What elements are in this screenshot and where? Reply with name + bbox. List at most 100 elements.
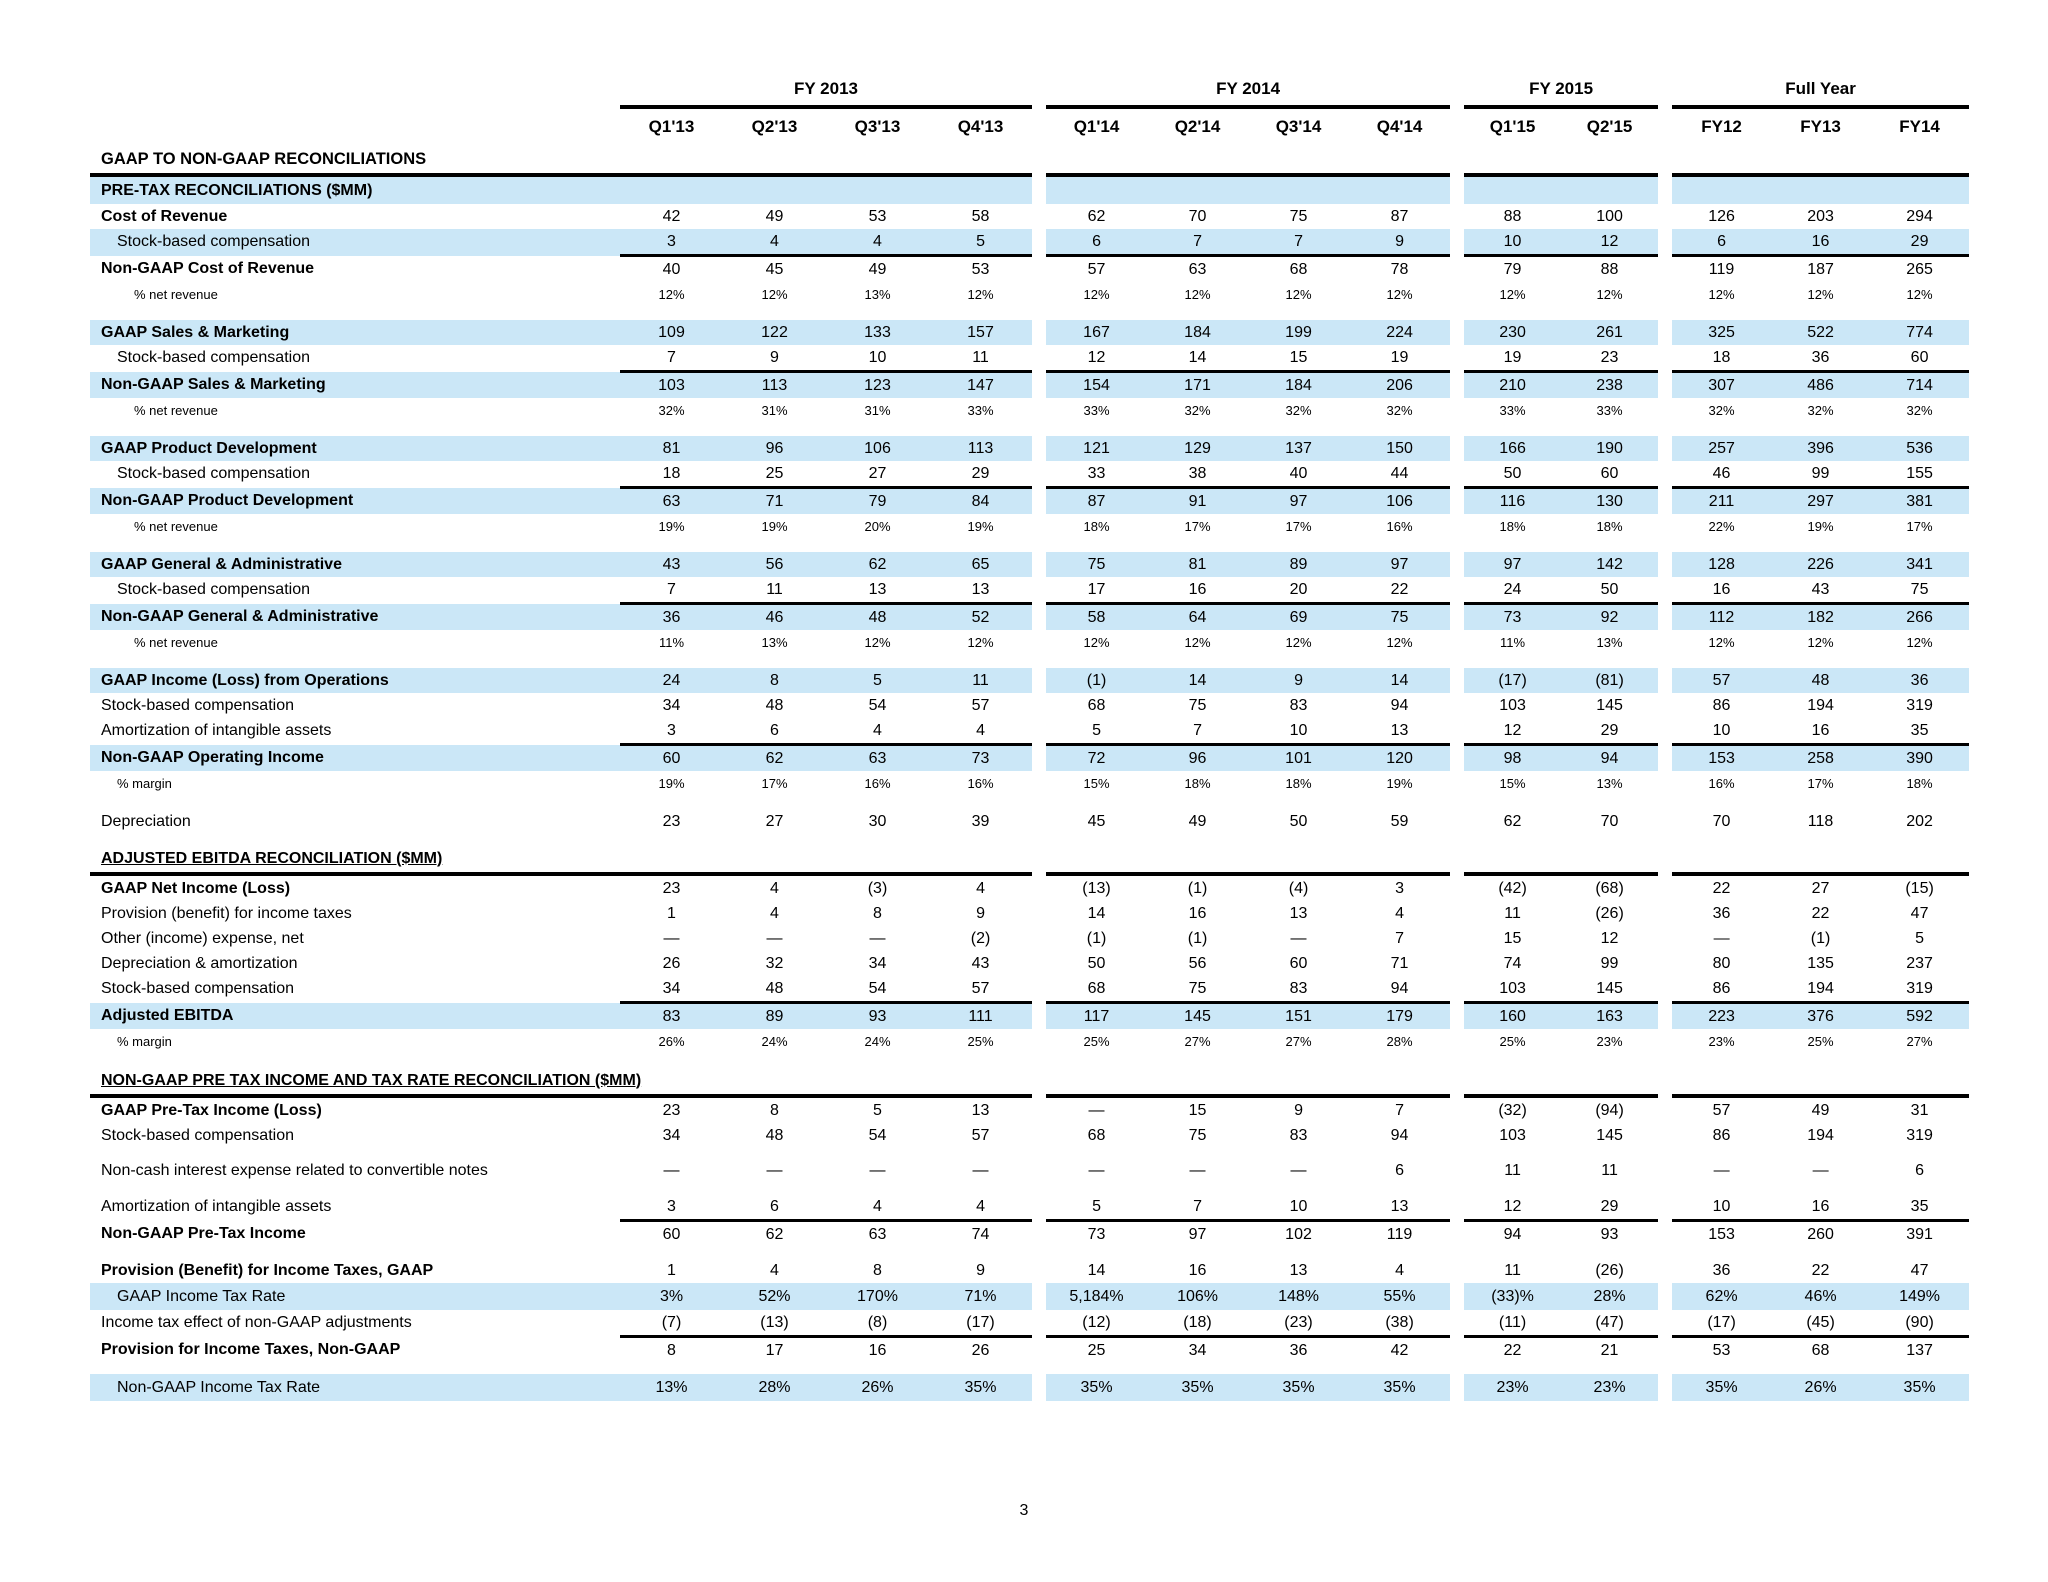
group-gap	[1450, 58, 1464, 107]
row-label: GAAP Net Income (Loss)	[90, 874, 620, 901]
data-cell: 20	[1248, 577, 1350, 605]
data-cell: 153	[1672, 744, 1772, 771]
data-cell: 27	[826, 461, 929, 489]
data-cell: 18	[1672, 345, 1772, 373]
data-cell: 29	[929, 461, 1033, 489]
data-cell: 12%	[1807, 635, 1834, 650]
data-cell: 35%	[929, 1374, 1033, 1401]
data-cell	[1870, 845, 1970, 876]
row-label: Stock-based compensation	[90, 976, 620, 1003]
data-cell: 20%	[864, 519, 891, 534]
data-cell: —	[766, 929, 783, 947]
data-cell: 13%	[761, 635, 788, 650]
row-label-text: Provision for Income Taxes, Non-GAAP	[101, 1340, 401, 1358]
data-cell	[1147, 175, 1249, 204]
data-cell: 26	[662, 954, 681, 972]
row-label-text: GAAP Income Tax Rate	[117, 1287, 286, 1305]
group-gap	[1032, 771, 1046, 796]
data-cell: 86	[1712, 696, 1731, 714]
data-cell: 69	[1248, 603, 1350, 630]
data-cell: 36	[1289, 1341, 1308, 1359]
data-cell: 307	[1672, 371, 1772, 398]
table-row: GAAP Pre-Tax Income (Loss) 23 8 5 13 — 15 9 7 (32…	[90, 1096, 1969, 1123]
data-cell: 16	[1771, 1194, 1871, 1222]
data-cell: 153	[1708, 1225, 1735, 1243]
group-gap	[1450, 668, 1464, 693]
group-gap	[1658, 436, 1672, 461]
data-cell: 8	[873, 904, 882, 922]
data-cell	[1771, 845, 1871, 876]
group-gap	[1450, 1310, 1464, 1337]
data-cell: 106%	[1147, 1283, 1249, 1310]
data-cell: 145	[1561, 976, 1659, 1004]
group-gap	[1032, 1283, 1046, 1310]
data-cell: 4	[826, 1194, 929, 1222]
data-cell: 11	[1504, 1162, 1521, 1179]
title-underline-cell	[1464, 145, 1659, 177]
data-cell: 48	[826, 603, 929, 630]
data-cell: 9	[976, 1261, 985, 1279]
data-cell: (1)	[1187, 879, 1208, 897]
group-gap	[1450, 577, 1464, 604]
data-cell: 43	[620, 552, 723, 577]
group-gap	[1658, 976, 1672, 1003]
column-header-fy12: FY12	[1701, 117, 1742, 136]
group-gap	[1032, 488, 1046, 515]
title-underline-cell	[620, 145, 1033, 177]
title-underline-cell	[1046, 145, 1451, 177]
data-cell: 163	[1561, 1002, 1659, 1029]
group-gap	[1658, 577, 1672, 604]
data-cell: 257	[1672, 436, 1772, 461]
table-row: GAAP General & Administrative 43 56 62 65 75 8…	[90, 552, 1970, 577]
data-cell: 7	[620, 577, 723, 605]
data-cell: 63	[1188, 260, 1207, 278]
group-gap	[1658, 372, 1672, 399]
data-cell: 126	[1708, 207, 1735, 225]
group-gap	[1032, 1221, 1046, 1248]
data-cell: 39	[971, 812, 990, 830]
group-gap	[1658, 552, 1672, 577]
data-cell: 4	[929, 718, 1033, 746]
data-cell: 149%	[1870, 1283, 1970, 1310]
data-cell: 4	[770, 879, 779, 897]
group-gap	[1450, 282, 1464, 307]
data-cell: 27	[1811, 879, 1830, 897]
data-cell: 226	[1771, 552, 1871, 577]
group-gap	[1032, 1029, 1046, 1054]
data-cell: 6	[1046, 229, 1148, 257]
data-cell: —	[1088, 1101, 1105, 1119]
row-label: % net revenue	[90, 398, 620, 423]
data-cell: 13	[826, 577, 929, 605]
row-label-text: Amortization of intangible assets	[101, 1198, 332, 1216]
data-cell: 167	[1046, 320, 1148, 345]
data-cell: 7	[620, 345, 723, 373]
data-cell: —	[1713, 1162, 1730, 1179]
group-gap	[1450, 1123, 1464, 1148]
table-row: Stock-based compensation 34 48 54 57 68 75 83 94…	[90, 976, 1970, 1004]
group-gap	[1658, 1221, 1672, 1248]
group-gap	[1658, 398, 1672, 423]
data-cell: 184	[1248, 371, 1350, 398]
data-cell: 3%	[620, 1283, 723, 1310]
group-gap	[1658, 926, 1672, 951]
data-cell: 171	[1147, 371, 1249, 398]
data-cell: 96	[1147, 744, 1249, 771]
row-label-text: % net revenue	[134, 519, 218, 534]
group-gap	[1658, 630, 1672, 655]
data-cell: 10	[1248, 1194, 1350, 1222]
group-gap	[1450, 693, 1464, 718]
group-gap	[1032, 718, 1046, 745]
data-cell: 55%	[1349, 1283, 1451, 1310]
data-cell: 54	[868, 696, 887, 714]
data-cell: 73	[929, 744, 1033, 771]
data-cell: 54	[868, 1126, 887, 1144]
data-cell: 18%	[1499, 519, 1526, 534]
data-cell: (13)	[723, 1310, 826, 1338]
data-cell: 49	[1811, 1101, 1830, 1119]
table-row: % margin 19% 17% 16% 16% 15% 18% 18% 19% 15% 13% 16…	[90, 771, 1969, 796]
data-cell	[929, 175, 1033, 204]
data-cell: (1)	[1810, 929, 1831, 947]
data-cell: 57	[1672, 668, 1772, 693]
data-cell: 12%	[1906, 287, 1933, 302]
spacer-row	[90, 539, 1969, 552]
